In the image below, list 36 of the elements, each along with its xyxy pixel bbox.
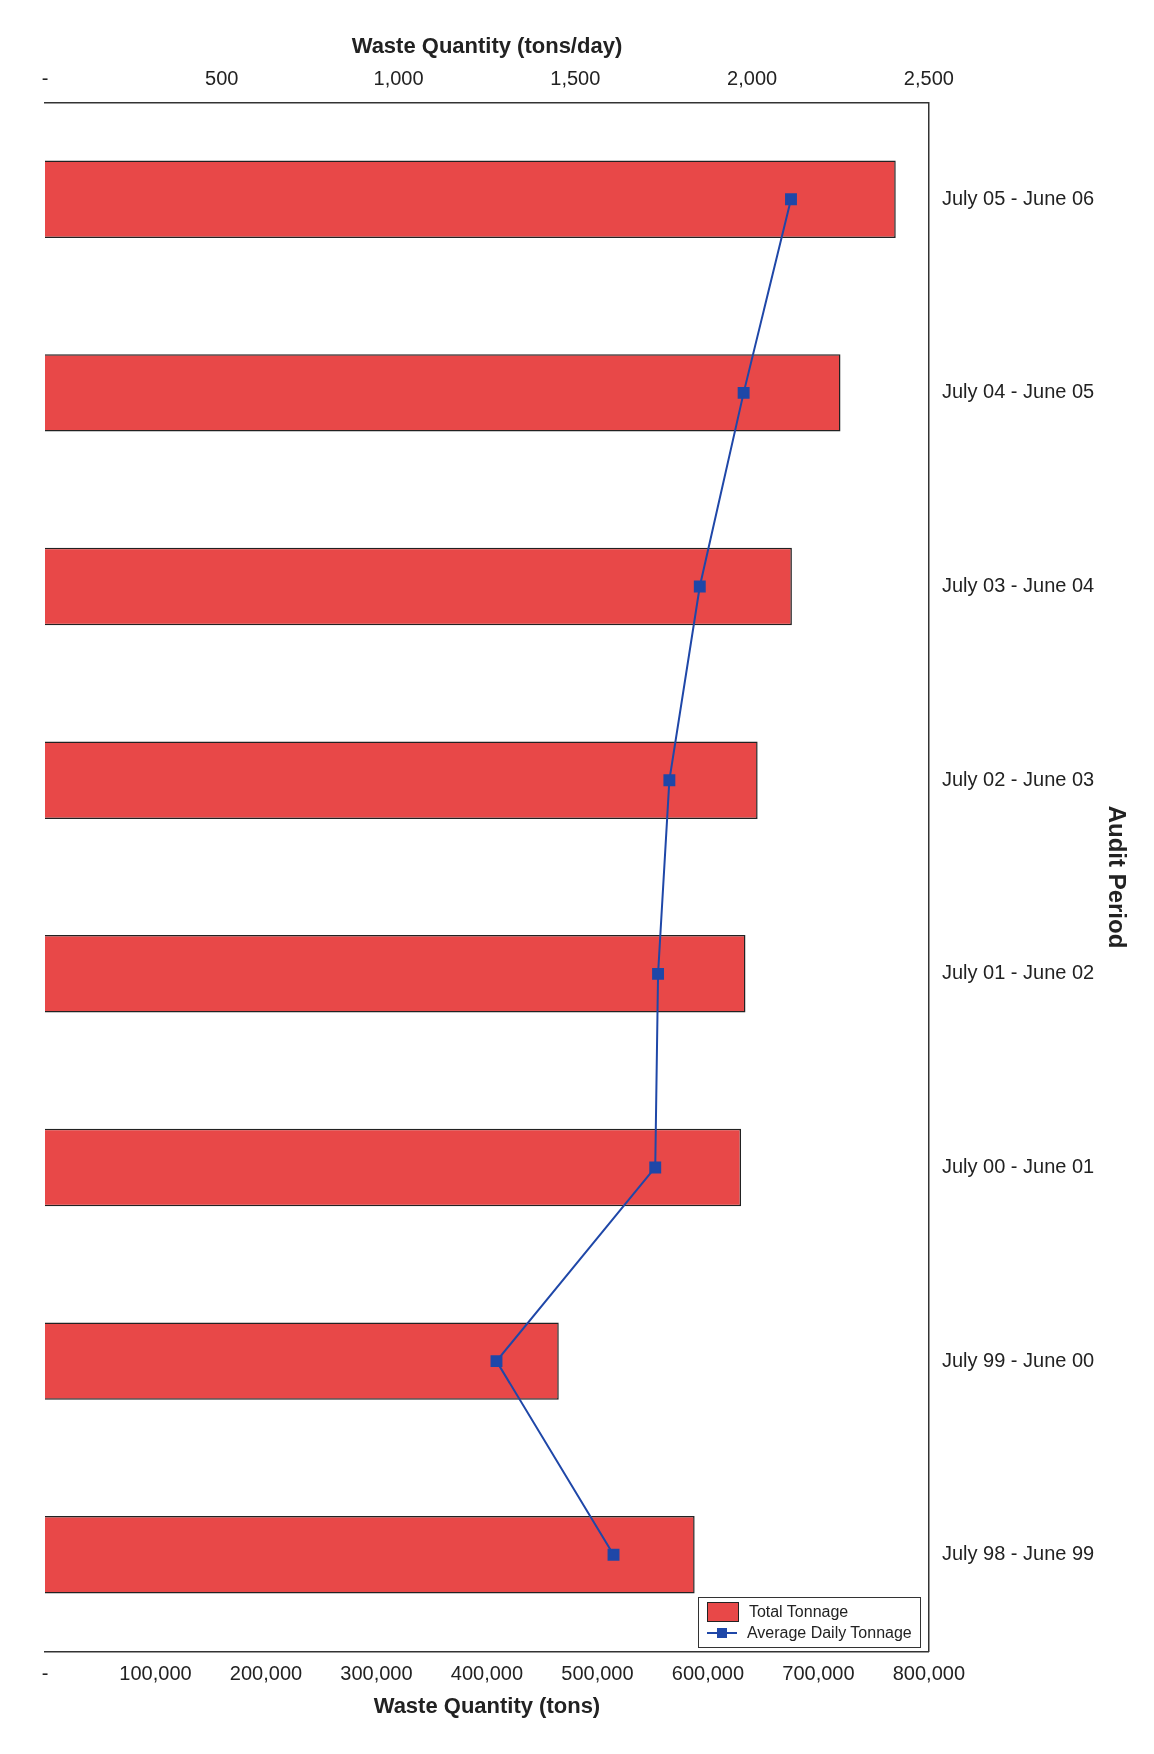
point bbox=[785, 193, 797, 206]
x-tick-label: 700,000 bbox=[782, 1662, 855, 1685]
x2-tick-label: 1,500 bbox=[550, 66, 601, 89]
y-tick-label: July 02 - June 03 bbox=[941, 767, 1095, 790]
point bbox=[652, 967, 665, 980]
x-tick-label: 100,000 bbox=[119, 1662, 192, 1685]
y-tick-label: July 01 - June 02 bbox=[941, 961, 1095, 984]
legend-label: Total Tonnage bbox=[748, 1601, 849, 1622]
point bbox=[607, 1548, 620, 1561]
x-axis-title: Waste Quantity (tons) bbox=[373, 1692, 601, 1718]
point bbox=[649, 1161, 662, 1174]
y-tick-label: July 04 - June 05 bbox=[941, 380, 1095, 403]
x2-tick-label: 2,500 bbox=[903, 66, 954, 89]
x-tick-label: 300,000 bbox=[340, 1662, 413, 1685]
legend-label: Average Daily Tonnage bbox=[746, 1622, 912, 1643]
point bbox=[490, 1355, 503, 1368]
y-tick-label: July 99 - June 00 bbox=[941, 1348, 1095, 1371]
x2-tick-label: 500 bbox=[205, 66, 239, 89]
point bbox=[693, 580, 706, 593]
x-tick-label: 400,000 bbox=[450, 1662, 524, 1685]
x2-tick-label: - bbox=[41, 66, 49, 89]
x-tick-label: - bbox=[41, 1662, 49, 1685]
x2-axis-title: Waste Quantity (tons/day) bbox=[351, 33, 623, 59]
y-tick-label: July 05 - June 06 bbox=[941, 186, 1095, 209]
point bbox=[663, 774, 676, 787]
y-tick-label: July 00 - June 01 bbox=[941, 1154, 1095, 1177]
x2-tick-label: 2,000 bbox=[727, 66, 778, 89]
x-tick-label: 500,000 bbox=[561, 1662, 634, 1685]
x-tick-label: 200,000 bbox=[229, 1662, 303, 1685]
y-tick-label: July 98 - June 99 bbox=[941, 1542, 1095, 1565]
x2-tick-label: 1,000 bbox=[373, 66, 424, 89]
x-tick-label: 800,000 bbox=[892, 1662, 966, 1685]
y-axis-title: Audit Period bbox=[1103, 805, 1131, 949]
y-tick-label: July 03 - June 04 bbox=[941, 574, 1095, 597]
x-tick-label: 600,000 bbox=[671, 1662, 745, 1685]
point bbox=[737, 386, 750, 399]
